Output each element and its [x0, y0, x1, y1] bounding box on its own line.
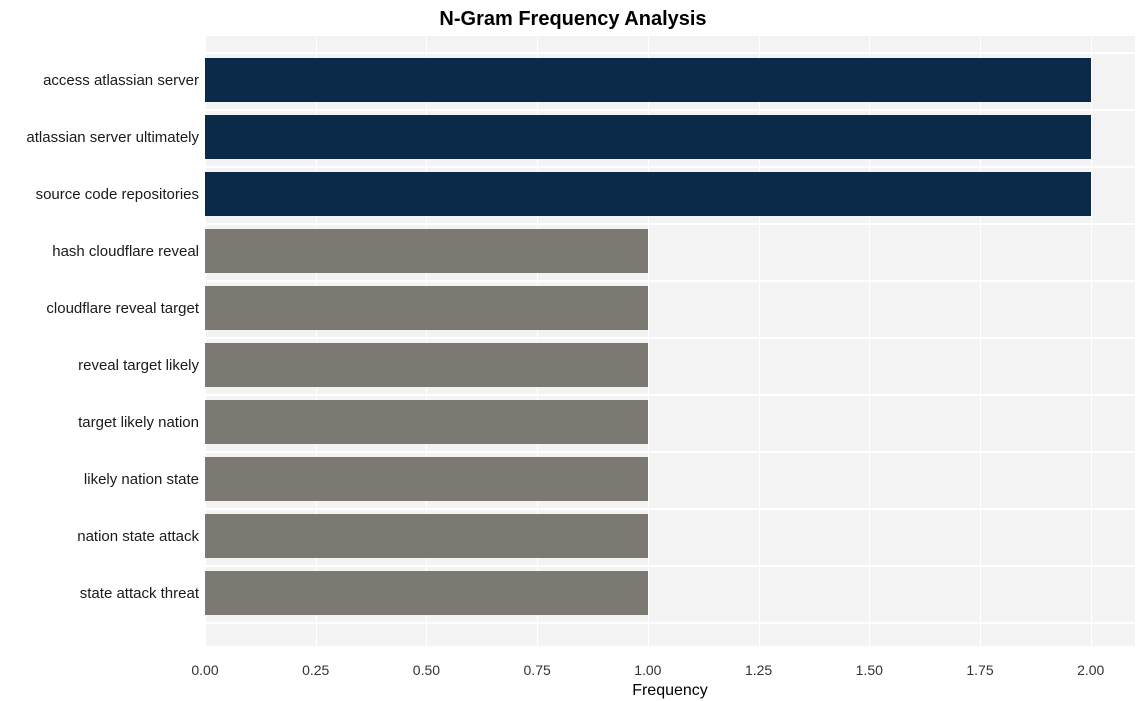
y-tick-label: likely nation state	[0, 471, 199, 488]
x-tick-label: 0.50	[413, 662, 440, 678]
chart-title: N-Gram Frequency Analysis	[0, 8, 1146, 31]
x-tick-label: 2.00	[1077, 662, 1104, 678]
bar	[205, 343, 648, 387]
bar	[205, 58, 1091, 102]
y-tick-label: hash cloudflare reveal	[0, 243, 199, 260]
bar	[205, 571, 648, 615]
bar	[205, 457, 648, 501]
x-tick-label: 0.00	[191, 662, 218, 678]
x-tick-label: 0.75	[524, 662, 551, 678]
y-tick-label: cloudflare reveal target	[0, 300, 199, 317]
x-axis-label: Frequency	[205, 682, 1135, 700]
x-tick-label: 1.50	[856, 662, 883, 678]
x-tick-label: 0.25	[302, 662, 329, 678]
x-tick-label: 1.25	[745, 662, 772, 678]
plot-area	[205, 36, 1135, 646]
y-tick-label: target likely nation	[0, 414, 199, 431]
bar	[205, 400, 648, 444]
bar	[205, 286, 648, 330]
ngram-chart: N-Gram Frequency Analysis Frequency acce…	[0, 0, 1146, 701]
x-tick-label: 1.75	[966, 662, 993, 678]
y-tick-label: source code repositories	[0, 186, 199, 203]
bar	[205, 115, 1091, 159]
y-tick-label: access atlassian server	[0, 72, 199, 89]
y-tick-label: reveal target likely	[0, 357, 199, 374]
plot-band	[205, 36, 1135, 52]
bar	[205, 172, 1091, 216]
x-tick-label: 1.00	[634, 662, 661, 678]
bar	[205, 514, 648, 558]
y-tick-label: nation state attack	[0, 528, 199, 545]
gridline	[1091, 36, 1092, 646]
y-tick-label: atlassian server ultimately	[0, 129, 199, 146]
y-tick-label: state attack threat	[0, 585, 199, 602]
plot-band	[205, 622, 1135, 647]
bar	[205, 229, 648, 273]
